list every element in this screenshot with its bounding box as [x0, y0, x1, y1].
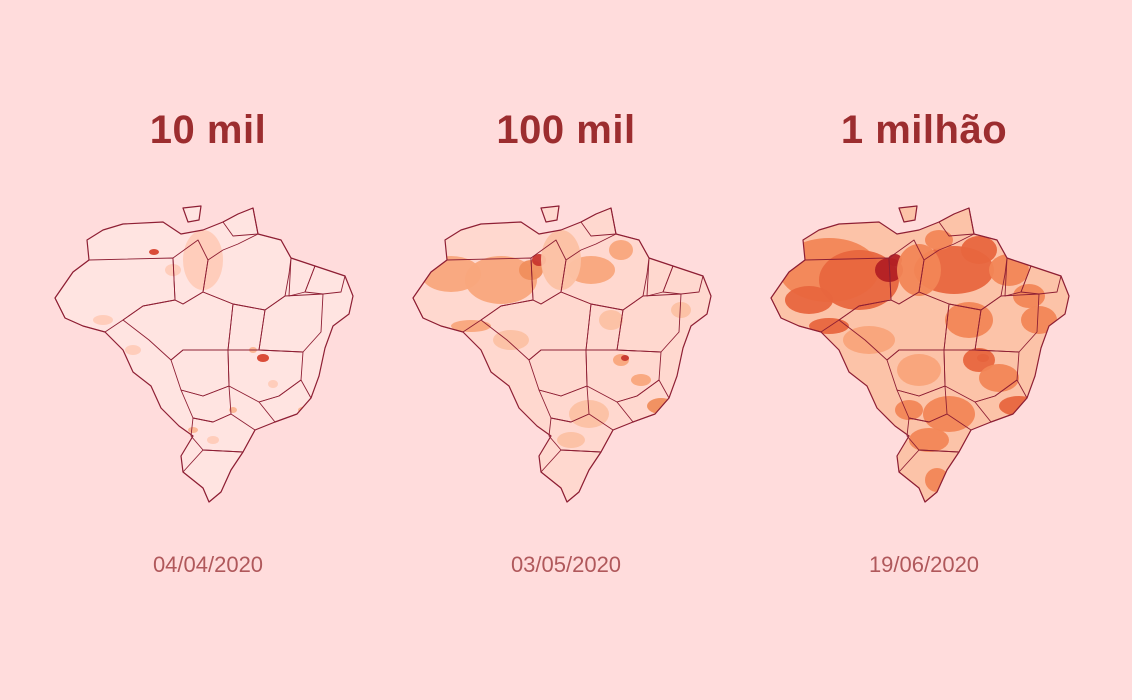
- region-patch: [465, 256, 537, 304]
- region-patch: [897, 354, 941, 386]
- choropleth-regions: [779, 230, 1057, 492]
- region-patch: [451, 320, 491, 332]
- region-patch: [125, 345, 141, 355]
- region-patch: [93, 315, 113, 325]
- brazil-map: [769, 200, 1079, 505]
- region-patch: [1013, 284, 1045, 308]
- region-patch: [609, 240, 633, 260]
- region-patch: [257, 354, 269, 362]
- region-patch: [188, 427, 198, 433]
- region-patch: [897, 244, 941, 296]
- region-patch: [909, 428, 949, 452]
- region-patch: [493, 330, 529, 350]
- region-patch: [895, 400, 923, 420]
- region-patch: [809, 318, 849, 334]
- region-patch: [541, 230, 581, 290]
- region-patch: [647, 398, 675, 414]
- country-border: [770, 205, 1070, 503]
- region-patch: [631, 374, 651, 386]
- region-patch: [925, 468, 949, 492]
- brazil-map: [411, 200, 721, 505]
- milestone-label: 1 milhão: [840, 108, 1008, 152]
- date-label: 04/04/2020: [152, 552, 264, 577]
- date-label: 03/05/2020: [510, 552, 622, 577]
- milestone-label: 100 mil: [496, 108, 636, 152]
- region-patch: [165, 264, 181, 276]
- date-label: 19/06/2020: [868, 552, 980, 577]
- choropleth-regions: [421, 230, 691, 448]
- region-patch: [1021, 306, 1057, 334]
- country-border: [54, 205, 354, 503]
- region-patch: [785, 286, 833, 314]
- panel-10-mil: 10 mil 04/04/2020: [28, 0, 388, 700]
- region-patch: [923, 396, 975, 432]
- milestone-label: 10 mil: [149, 108, 267, 152]
- region-patch: [621, 355, 629, 361]
- region-patch: [207, 436, 219, 444]
- panel-100-mil: 100 mil 03/05/2020: [386, 0, 746, 700]
- region-patch: [671, 302, 691, 318]
- region-patch: [999, 396, 1039, 416]
- brazil-map-svg: [54, 205, 354, 503]
- region-patch: [963, 348, 995, 372]
- region-patch: [925, 230, 953, 250]
- region-patch: [961, 236, 997, 264]
- brazil-map-svg: [412, 205, 712, 503]
- region-patch: [183, 230, 223, 290]
- country-border: [412, 205, 712, 503]
- region-patch: [149, 249, 159, 255]
- brazil-map: [53, 200, 363, 505]
- region-patch: [843, 326, 895, 354]
- region-patch: [557, 432, 585, 448]
- country-fill: [55, 206, 353, 502]
- region-patch: [979, 364, 1019, 392]
- panel-1-milhao: 1 milhão 19/06/2020: [744, 0, 1104, 700]
- region-patch: [599, 310, 623, 330]
- brazil-map-svg: [770, 205, 1070, 503]
- region-patch: [268, 380, 278, 388]
